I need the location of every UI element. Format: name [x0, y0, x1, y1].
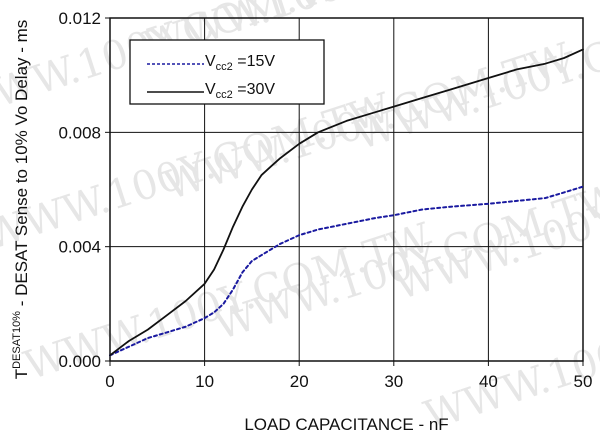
- legend: Vcc2 =15V Vcc2 =30V: [129, 39, 325, 105]
- watermark-text: WWW.100Y.COM.TW: [349, 0, 600, 160]
- x-tick-label: 10: [195, 372, 214, 391]
- legend-label-subscript: cc2: [216, 61, 233, 73]
- y-tick-labels: 0.000 0.004 0.008 0.012: [58, 9, 110, 371]
- y-tick-label: 0.000: [58, 352, 101, 371]
- y-axis-title-superscript: DESAT10%: [11, 311, 23, 369]
- plot-area-frame: [109, 17, 584, 362]
- x-tick-label: 50: [574, 372, 593, 391]
- legend-label-vcc2-30v: Vcc2 =30V: [205, 81, 275, 101]
- legend-label-suffix: =30V: [233, 81, 276, 98]
- y-tick-label: 0.012: [58, 9, 101, 28]
- legend-box: [129, 39, 325, 105]
- series-line-vcc2-15v: [109, 185, 584, 357]
- y-axis-title-rest: - DESAT Sense to 10% Vo Delay - ms: [12, 20, 31, 311]
- legend-label-suffix: =15V: [233, 53, 276, 70]
- legend-label-prefix: V: [205, 81, 216, 98]
- legend-label-vcc2-15v: Vcc2 =15V: [205, 53, 275, 73]
- x-tick-label: 20: [290, 372, 309, 391]
- series-line-vcc2-30v: [109, 48, 584, 357]
- legend-label-subscript: cc2: [216, 89, 233, 101]
- y-axis-title-prefix: T: [12, 369, 31, 379]
- x-tick-label: 40: [479, 372, 498, 391]
- y-axis-title: TDESAT10% - DESAT Sense to 10% Vo Delay …: [11, 20, 31, 380]
- y-tick-label: 0.008: [58, 123, 101, 142]
- legend-label-prefix: V: [205, 53, 216, 70]
- x-tick-label: 0: [105, 372, 114, 391]
- y-tick-label: 0.004: [58, 238, 101, 257]
- x-axis-title: LOAD CAPACITANCE - nF: [244, 415, 448, 434]
- series-layer: [109, 48, 584, 357]
- x-tick-label: 30: [384, 372, 403, 391]
- x-tick-labels: 0 10 20 30 40 50: [105, 361, 592, 391]
